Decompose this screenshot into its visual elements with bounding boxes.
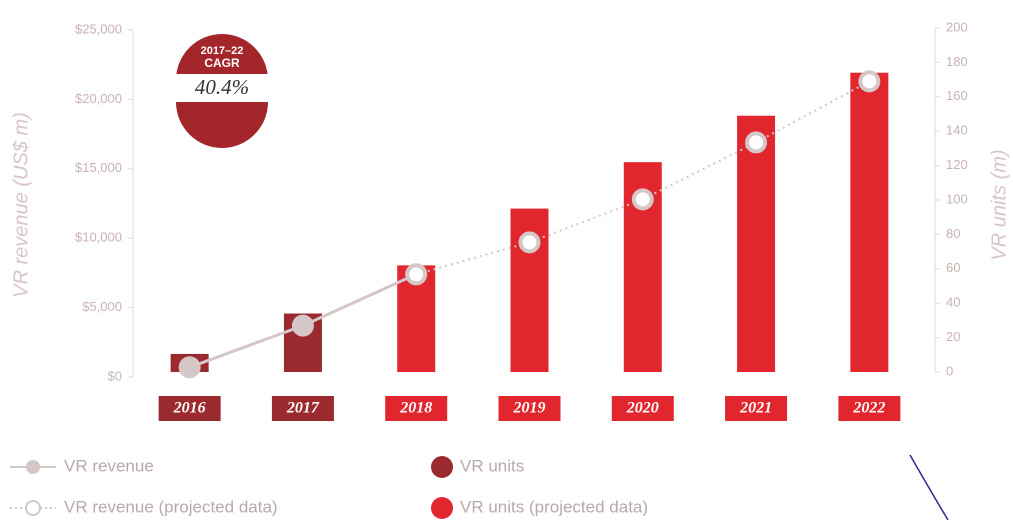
y-axis-title: VR revenue (US$ m) <box>10 112 32 298</box>
y2-tick-label: 180 <box>946 54 968 69</box>
legend-label: VR revenue (projected data) <box>64 497 278 516</box>
y2-tick-label: 200 <box>946 19 968 34</box>
x-tick-label: 2018 <box>399 400 432 417</box>
y2-tick-label: 60 <box>946 260 960 275</box>
line-marker <box>291 314 314 337</box>
x-tick-label: 2016 <box>173 400 206 417</box>
legend-label: VR units (projected data) <box>460 497 648 516</box>
x-tick-label: 2022 <box>852 400 885 417</box>
x-label-box <box>498 396 561 421</box>
y-tick-label: $10,000 <box>75 230 122 245</box>
line <box>415 80 870 276</box>
badge-band <box>176 74 268 102</box>
y-tick-label: $25,000 <box>75 21 122 36</box>
y-tick-label: $5,000 <box>82 299 122 314</box>
x-tick-label: 2021 <box>739 400 772 417</box>
line-marker <box>858 70 881 93</box>
x-label-box <box>838 396 901 421</box>
line-marker <box>518 231 541 254</box>
line-marker <box>405 263 428 286</box>
x-label-box <box>271 396 334 421</box>
x-label-box <box>725 396 788 421</box>
y2-tick-label: 40 <box>946 295 960 310</box>
legend-label: VR revenue <box>64 456 154 475</box>
line-marker <box>178 356 201 379</box>
legend-marker <box>431 497 453 519</box>
badge-value: 40.4% <box>195 75 249 99</box>
x-tick-label: 2020 <box>626 400 659 417</box>
y2-tick-label: 20 <box>946 329 960 344</box>
y2-tick-label: 0 <box>946 363 953 378</box>
line-marker <box>631 188 654 211</box>
legend-marker <box>26 460 40 474</box>
cagr-badge: 2017–22 CAGR 40.4% <box>176 34 268 148</box>
x-label-box <box>385 396 448 421</box>
x-label-box <box>611 396 674 421</box>
y-tick-label: $0 <box>108 368 122 383</box>
line-marker <box>745 131 768 154</box>
badge-label: CAGR <box>204 56 240 70</box>
badge-period: 2017–22 <box>201 45 244 57</box>
y2-axis-title: VR units (m) <box>988 149 1010 260</box>
y2-tick-label: 80 <box>946 226 960 241</box>
x-tick-label: 2017 <box>286 400 320 417</box>
y-tick-label: $20,000 <box>75 91 122 106</box>
badge-bottom <box>176 102 268 148</box>
y2-tick-label: 160 <box>946 88 968 103</box>
y2-tick-label: 140 <box>946 123 968 138</box>
x-label-box <box>158 396 221 421</box>
legend-marker <box>431 456 453 478</box>
y2-tick-label: 100 <box>946 191 968 206</box>
pen-stroke <box>909 454 949 520</box>
bar <box>850 72 889 372</box>
y-tick-label: $15,000 <box>75 160 122 175</box>
x-tick-label: 2019 <box>513 400 546 417</box>
y2-tick-label: 120 <box>946 157 968 172</box>
bar <box>737 115 776 372</box>
legend-label: VR units <box>460 456 524 475</box>
legend-marker <box>25 500 41 516</box>
